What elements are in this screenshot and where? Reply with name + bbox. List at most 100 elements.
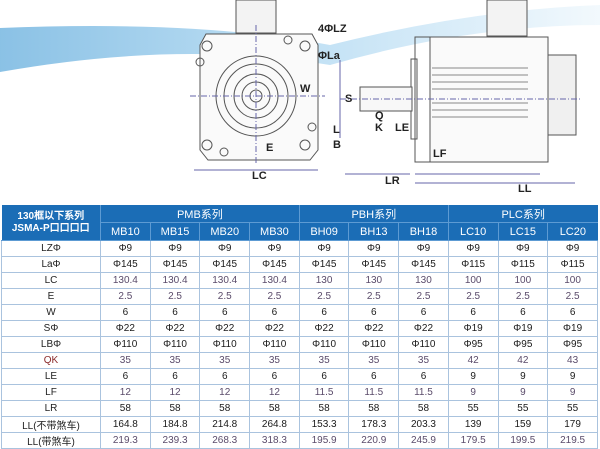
table-cell: 219.3 bbox=[100, 432, 151, 449]
table-cell: 2.5 bbox=[547, 288, 598, 305]
table-cell: Φ110 bbox=[348, 336, 400, 353]
table-cell: 153.3 bbox=[298, 416, 350, 433]
table-cell: Φ110 bbox=[249, 336, 300, 353]
table-cell: 55 bbox=[547, 400, 598, 417]
table-cell: 195.9 bbox=[298, 432, 350, 449]
table-cell: 130 bbox=[348, 272, 400, 289]
row-label: W bbox=[1, 304, 101, 321]
dim-label-ll: LL bbox=[518, 183, 532, 195]
table-cell: Φ22 bbox=[348, 320, 400, 337]
table-cell: 139 bbox=[447, 416, 499, 433]
table-cell: 9 bbox=[547, 368, 598, 385]
table-cell: 42 bbox=[447, 352, 499, 369]
blue-swoosh bbox=[0, 0, 600, 38]
table-cell: Φ145 bbox=[298, 256, 350, 273]
table-cell: 35 bbox=[100, 352, 151, 369]
table-cell: Φ110 bbox=[398, 336, 449, 353]
table-row: LF 12 12 12 12 11.5 11.5 11.5 9 9 9 bbox=[1, 384, 598, 401]
table-cell: 11.5 bbox=[348, 384, 400, 401]
table-cell: 12 bbox=[100, 384, 151, 401]
dimension-table: 130框以下系列 JSMA-P口口口口 PMB系列 PBH系列 PLC系列 MB… bbox=[1, 205, 598, 449]
model-header: MB20 bbox=[199, 222, 250, 241]
row-label: LL(不带煞车) bbox=[1, 416, 101, 433]
table-row: E 2.5 2.5 2.5 2.5 2.5 2.5 2.5 2.5 2.5 2.5 bbox=[1, 288, 598, 305]
table-cell: Φ110 bbox=[149, 336, 201, 353]
table-cell: 6 bbox=[149, 368, 201, 385]
table-cell: 58 bbox=[100, 400, 151, 417]
table-cell: 178.3 bbox=[348, 416, 400, 433]
table-cell: 2.5 bbox=[398, 288, 449, 305]
table-cell: 318.3 bbox=[249, 432, 300, 449]
table-cell: 2.5 bbox=[199, 288, 251, 305]
table-cell: 9 bbox=[497, 368, 549, 385]
model-header: MB15 bbox=[149, 222, 200, 241]
dim-label-lf: LF bbox=[433, 148, 447, 160]
table-cell: 42 bbox=[497, 352, 549, 369]
table-cell: 9 bbox=[497, 384, 549, 401]
table-cell: 58 bbox=[398, 400, 449, 417]
table-cell: 2.5 bbox=[348, 288, 400, 305]
table-cell: Φ95 bbox=[547, 336, 598, 353]
table-cell: Φ145 bbox=[149, 256, 201, 273]
model-header: LC10 bbox=[447, 222, 498, 241]
row-label: LZΦ bbox=[1, 240, 101, 257]
table-cell: Φ9 bbox=[447, 240, 499, 257]
dim-label-lr: LR bbox=[385, 175, 400, 187]
table-cell: 35 bbox=[298, 352, 350, 369]
model-header: BH09 bbox=[298, 222, 349, 241]
table-cell: 100 bbox=[447, 272, 499, 289]
model-header: MB30 bbox=[249, 222, 300, 241]
table-cell: Φ95 bbox=[497, 336, 549, 353]
dim-label-lc: LC bbox=[252, 170, 267, 182]
table-cell: Φ19 bbox=[497, 320, 549, 337]
table-cell: 130 bbox=[398, 272, 449, 289]
table-cell: Φ22 bbox=[298, 320, 350, 337]
table-cell: 6 bbox=[348, 304, 400, 321]
table-cell: Φ95 bbox=[447, 336, 499, 353]
table-row: LE 6 6 6 6 6 6 6 9 9 9 bbox=[1, 368, 598, 385]
table-cell: Φ9 bbox=[348, 240, 400, 257]
title-line1: 130框以下系列 bbox=[17, 210, 85, 222]
row-label: LBΦ bbox=[1, 336, 101, 353]
table-cell: 6 bbox=[199, 368, 251, 385]
table-cell: 58 bbox=[249, 400, 300, 417]
table-cell: Φ22 bbox=[149, 320, 201, 337]
table-cell: 58 bbox=[298, 400, 350, 417]
table-cell: 35 bbox=[398, 352, 449, 369]
table-cell: Φ110 bbox=[100, 336, 151, 353]
table-cell: Φ22 bbox=[398, 320, 449, 337]
table-cell: 214.8 bbox=[199, 416, 251, 433]
table-cell: 100 bbox=[497, 272, 549, 289]
table-cell: 35 bbox=[348, 352, 400, 369]
table-cell: 35 bbox=[249, 352, 300, 369]
blue-swoosh-band bbox=[0, 5, 600, 72]
table-cell: 245.9 bbox=[398, 432, 449, 449]
title-line2: JSMA-P口口口口 bbox=[11, 222, 90, 234]
table-cell: 9 bbox=[447, 384, 499, 401]
table-cell: Φ145 bbox=[199, 256, 251, 273]
group-header-plc: PLC系列 bbox=[447, 205, 598, 223]
table-cell: 58 bbox=[149, 400, 201, 417]
table-cell: 35 bbox=[149, 352, 201, 369]
table-cell: 199.5 bbox=[497, 432, 549, 449]
table-cell: Φ22 bbox=[100, 320, 151, 337]
model-header: MB10 bbox=[100, 222, 151, 241]
table-cell: 2.5 bbox=[100, 288, 151, 305]
table-cell: 6 bbox=[398, 304, 449, 321]
table-cell: 2.5 bbox=[447, 288, 499, 305]
table-cell: 6 bbox=[100, 368, 151, 385]
table-cell: Φ145 bbox=[348, 256, 400, 273]
table-cell: Φ9 bbox=[547, 240, 598, 257]
table-cell: 12 bbox=[149, 384, 201, 401]
table-cell: 58 bbox=[199, 400, 251, 417]
table-cell: 6 bbox=[100, 304, 151, 321]
table-cell: Φ145 bbox=[398, 256, 449, 273]
table-cell: 6 bbox=[497, 304, 549, 321]
table-cell: 6 bbox=[249, 304, 300, 321]
row-label: SΦ bbox=[1, 320, 101, 337]
table-cell: 130.4 bbox=[100, 272, 151, 289]
table-cell: 239.3 bbox=[149, 432, 201, 449]
table-cell: Φ22 bbox=[199, 320, 251, 337]
row-label: LF bbox=[1, 384, 101, 401]
model-header: BH18 bbox=[398, 222, 449, 241]
